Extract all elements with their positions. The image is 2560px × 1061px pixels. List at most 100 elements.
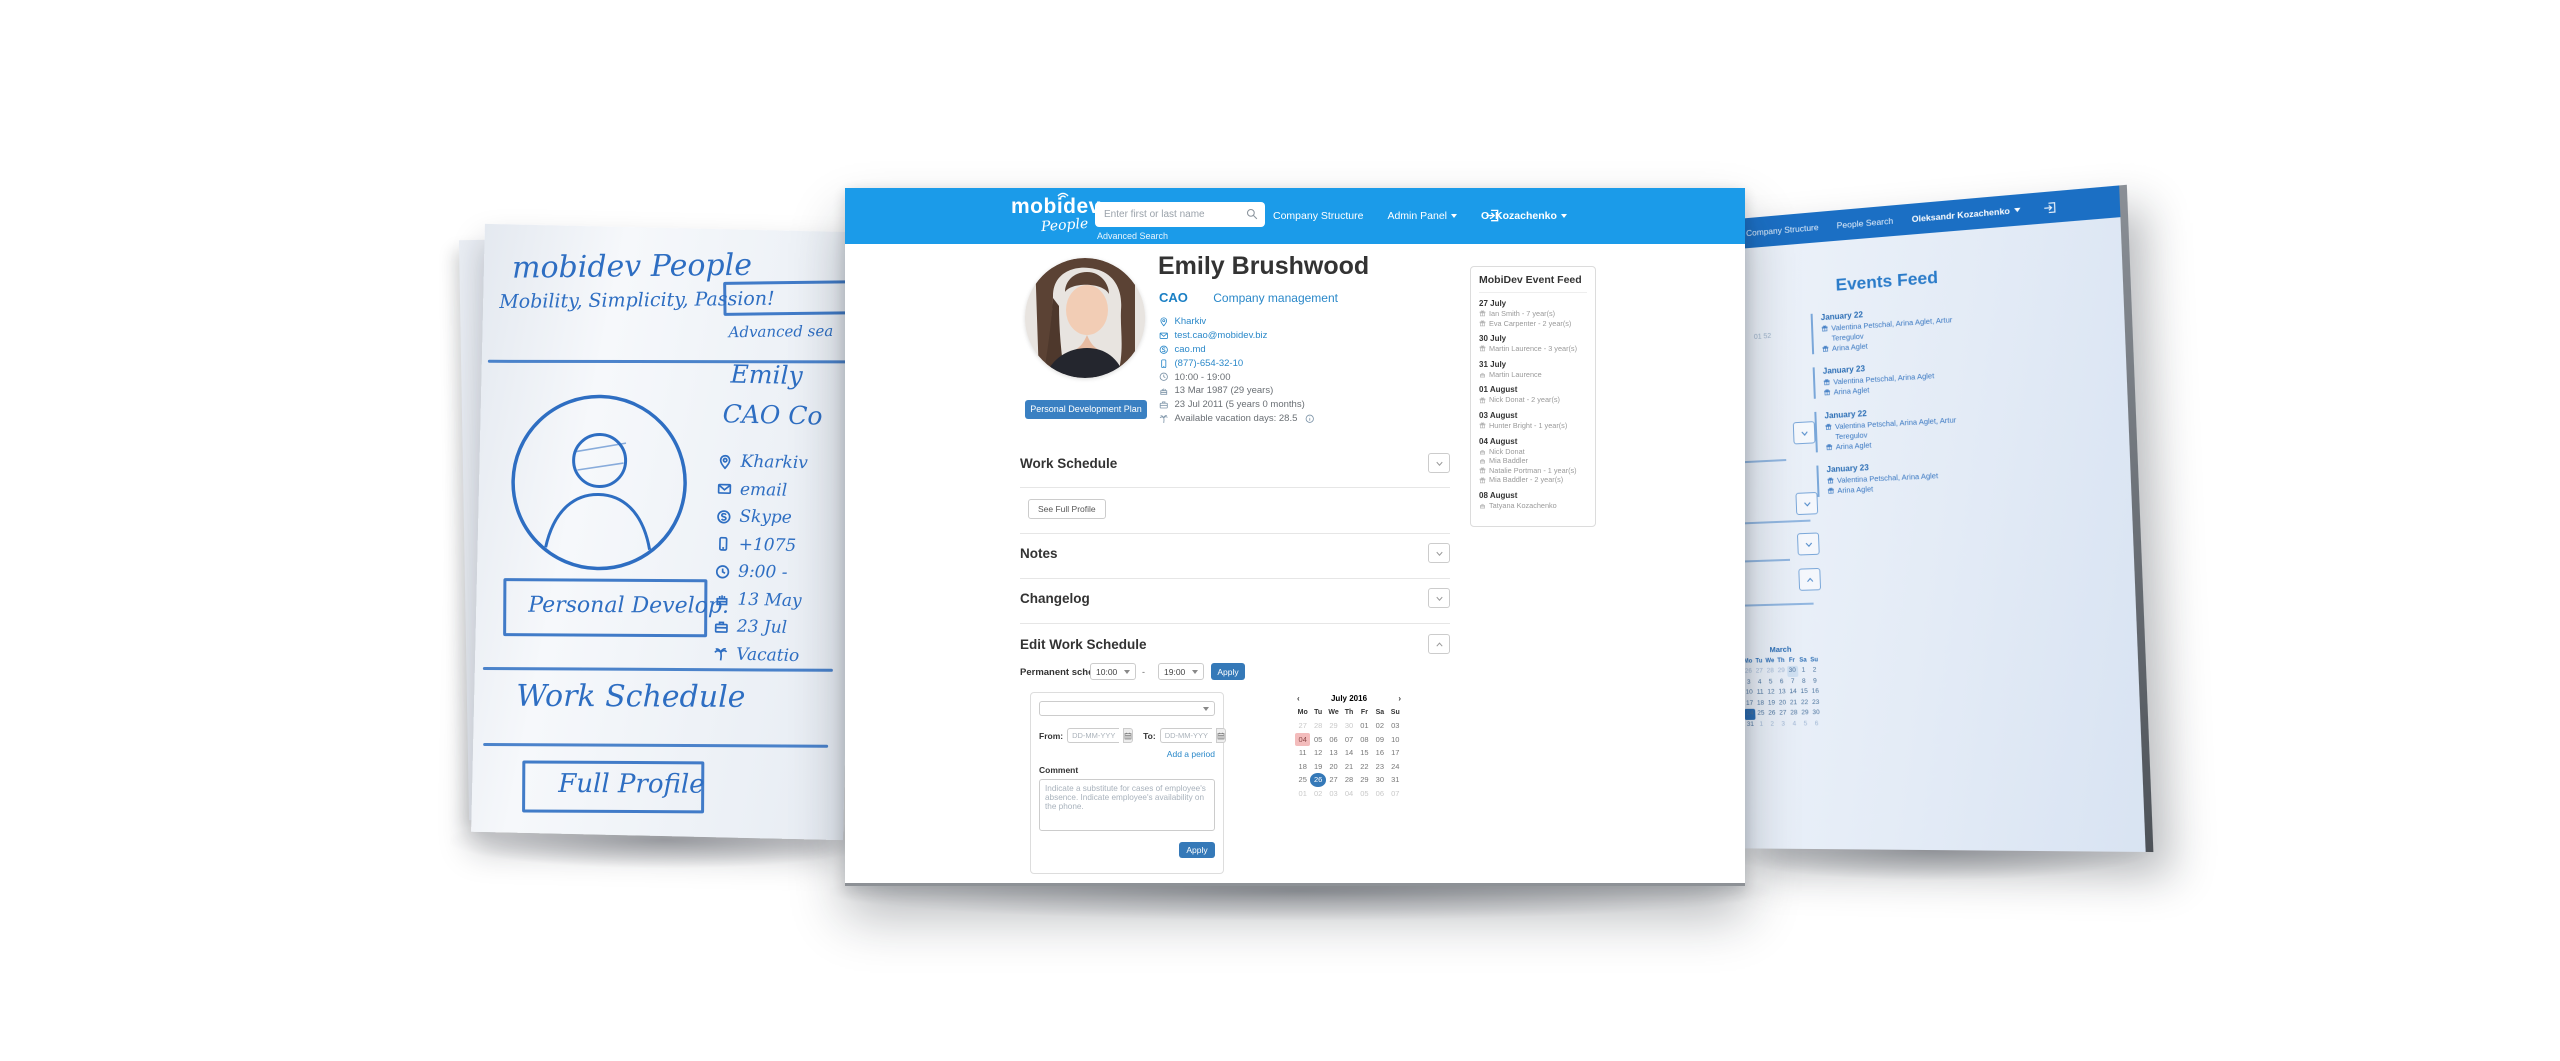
calendar-day[interactable]: 30 <box>1344 721 1354 730</box>
calendar-day[interactable]: 25 <box>1757 709 1765 717</box>
nav-item-company-structure[interactable]: Company Structure <box>1746 222 1819 238</box>
calendar-day[interactable]: 31 <box>1391 775 1400 784</box>
apply-schedule-button[interactable]: Apply <box>1211 663 1245 680</box>
logout-icon[interactable] <box>1485 208 1501 224</box>
time-from-select[interactable]: 10:00 <box>1090 663 1136 680</box>
calendar-day[interactable]: 4 <box>1792 719 1797 728</box>
calendar-day[interactable]: 14 <box>1789 688 1797 696</box>
apply-period-button[interactable]: Apply <box>1179 842 1215 858</box>
calendar-day[interactable]: 02 <box>1375 721 1385 730</box>
calendar-day[interactable]: 06 <box>1375 788 1385 798</box>
calendar-day[interactable]: 7 <box>1790 677 1795 685</box>
calendar-day[interactable]: 30 <box>1786 665 1799 677</box>
calendar-day[interactable]: 03 <box>1391 721 1400 730</box>
calendar-day[interactable]: 6 <box>1779 677 1784 685</box>
profile-detail-cao-md[interactable]: cao.md <box>1159 343 1449 357</box>
calendar-day[interactable]: 20 <box>1329 761 1338 771</box>
nav-item-admin-panel[interactable]: Admin Panel <box>1387 210 1458 222</box>
calendar-prev-icon[interactable]: ‹ <box>1297 694 1300 703</box>
calendar-day[interactable]: 4 <box>1757 678 1762 686</box>
calendar-day[interactable]: 07 <box>1391 788 1400 798</box>
calendar-day[interactable]: 18 <box>1298 761 1307 771</box>
calendar-day[interactable]: 05 <box>1313 734 1323 744</box>
calendar-day[interactable]: 22 <box>1800 698 1809 706</box>
calendar-day[interactable]: 17 <box>1391 748 1400 757</box>
calendar-day[interactable]: 5 <box>1768 677 1773 685</box>
calendar-day[interactable]: 15 <box>1800 687 1808 696</box>
calendar-day[interactable]: 29 <box>1777 667 1785 675</box>
calendar-day[interactable]: 26 <box>1768 709 1776 717</box>
time-to-select[interactable]: 19:00 <box>1158 663 1204 680</box>
calendar-day[interactable]: 3 <box>1781 720 1786 728</box>
see-full-profile-button[interactable]: See Full Profile <box>1028 499 1106 519</box>
nav-item-company-structure[interactable]: Company Structure <box>1273 210 1363 222</box>
profile-department-link[interactable]: Company management <box>1213 291 1338 305</box>
from-date-calendar-button[interactable] <box>1123 728 1134 743</box>
calendar-day[interactable]: 9 <box>1812 677 1817 685</box>
calendar-day[interactable]: 08 <box>1360 734 1369 744</box>
profile-detail-test-cao-mobidev-biz[interactable]: test.cao@mobidev.biz <box>1159 329 1449 343</box>
to-date-input[interactable] <box>1159 728 1212 743</box>
work-schedule-collapse-button[interactable] <box>1428 453 1450 473</box>
calendar-day[interactable]: 26 <box>1310 773 1326 787</box>
right-logout-icon[interactable] <box>2043 198 2059 214</box>
info-icon[interactable] <box>1305 414 1315 424</box>
calendar-day[interactable]: 24 <box>1744 708 1756 720</box>
notes-collapse-button[interactable] <box>1428 543 1450 563</box>
profile-role[interactable]: CAO <box>1159 290 1188 305</box>
calendar-day[interactable]: 11 <box>1298 748 1307 757</box>
calendar-day[interactable]: 27 <box>1755 667 1763 675</box>
calendar-day[interactable]: 28 <box>1313 721 1323 730</box>
calendar-day[interactable]: 27 <box>1329 775 1338 784</box>
calendar-day[interactable]: 24 <box>1391 761 1400 771</box>
calendar-day[interactable]: 06 <box>1329 734 1338 744</box>
calendar-day[interactable]: 19 <box>1313 761 1323 771</box>
calendar-day[interactable]: 23 <box>1811 698 1820 706</box>
advanced-search-link[interactable]: Advanced Search <box>1097 231 1169 241</box>
app-logo[interactable]: mobidev People <box>1011 192 1101 235</box>
calendar-day[interactable]: 02 <box>1313 788 1323 798</box>
calendar-day[interactable]: 01 <box>1360 721 1369 730</box>
calendar-day[interactable]: 16 <box>1375 748 1385 757</box>
profile-detail-kharkiv[interactable]: Kharkiv <box>1159 315 1449 329</box>
calendar-day[interactable]: 17 <box>1745 699 1754 707</box>
nav-item-people-search[interactable]: People Search <box>1836 216 1893 231</box>
calendar-day[interactable]: 13 <box>1329 748 1338 757</box>
personal-development-plan-button[interactable]: Personal Development Plan <box>1025 400 1147 419</box>
calendar-day[interactable]: 29 <box>1360 775 1369 784</box>
calendar-day[interactable]: 19 <box>1767 698 1776 707</box>
calendar-day[interactable]: 10 <box>1391 734 1400 744</box>
calendar-day[interactable]: 01 <box>1298 788 1307 798</box>
calendar-day[interactable]: 29 <box>1329 721 1338 730</box>
calendar-day[interactable]: 31 <box>1746 720 1755 728</box>
calendar-day[interactable]: 1 <box>1759 720 1764 728</box>
calendar-day[interactable]: 1 <box>1801 666 1806 674</box>
nav-item-oleksandr-kozachenko[interactable]: Oleksandr Kozachenko <box>1912 205 2021 224</box>
comment-textarea[interactable] <box>1039 779 1215 831</box>
right-section-chevron-down[interactable] <box>1792 421 1816 445</box>
calendar-day[interactable]: 28 <box>1766 667 1774 675</box>
calendar-day[interactable]: 21 <box>1344 761 1354 771</box>
calendar-day[interactable]: 11 <box>1756 688 1764 696</box>
calendar-day[interactable]: 29 <box>1801 709 1809 717</box>
calendar-day[interactable]: 25 <box>1298 775 1307 784</box>
right-section-chevron-down[interactable] <box>1795 491 1819 516</box>
calendar-day[interactable]: 2 <box>1770 720 1775 728</box>
calendar-day[interactable]: 07 <box>1344 734 1354 744</box>
calendar-day[interactable]: 05 <box>1360 788 1369 798</box>
calendar-day[interactable]: 6 <box>1814 719 1819 727</box>
substitute-select[interactable] <box>1039 701 1215 716</box>
right-section-chevron-up[interactable] <box>1798 567 1822 591</box>
to-date-calendar-button[interactable] <box>1215 728 1226 743</box>
calendar-day[interactable]: 13 <box>1778 688 1786 696</box>
calendar-day[interactable]: 2 <box>1812 666 1817 674</box>
calendar-next-icon[interactable]: › <box>1398 694 1401 703</box>
calendar-day[interactable]: 27 <box>1779 709 1787 717</box>
calendar-day[interactable]: 18 <box>1756 699 1765 707</box>
nav-item-o-kozachenko[interactable]: O. Kozachenko <box>1481 210 1567 222</box>
right-section-chevron-down[interactable] <box>1796 532 1820 556</box>
calendar-day[interactable]: 27 <box>1298 721 1307 730</box>
calendar-day[interactable]: 04 <box>1295 732 1311 746</box>
calendar-day[interactable]: 14 <box>1344 748 1354 757</box>
search-icon[interactable] <box>1246 208 1258 220</box>
